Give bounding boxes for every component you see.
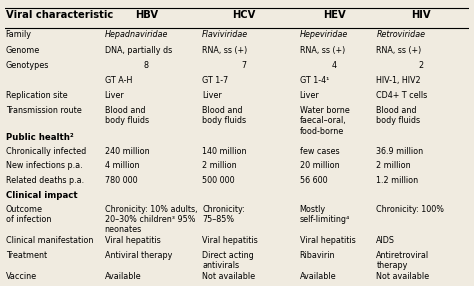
Text: 1.2 million: 1.2 million [376, 176, 419, 185]
Text: 20 million: 20 million [300, 162, 339, 170]
Text: HCV: HCV [232, 10, 255, 20]
Text: Genome: Genome [6, 46, 40, 55]
Text: HIV-1, HIV2: HIV-1, HIV2 [376, 76, 421, 85]
Text: 240 million: 240 million [105, 147, 149, 156]
Text: Ribavirin: Ribavirin [300, 251, 335, 260]
Text: Liver: Liver [202, 91, 222, 100]
Text: Chronically infected: Chronically infected [6, 147, 86, 156]
Text: Blood and
body fluids: Blood and body fluids [105, 106, 149, 125]
Text: Liver: Liver [105, 91, 124, 100]
Text: Hepeviridae: Hepeviridae [300, 30, 348, 39]
Text: 7: 7 [241, 61, 246, 70]
Text: 4: 4 [332, 61, 337, 70]
Text: 2 million: 2 million [376, 162, 411, 170]
Text: 2: 2 [418, 61, 423, 70]
Text: AIDS: AIDS [376, 236, 395, 245]
Text: Flaviviridae: Flaviviridae [202, 30, 248, 39]
Text: GT 1-7: GT 1-7 [202, 76, 228, 85]
Text: RNA, ss (+): RNA, ss (+) [376, 46, 421, 55]
Text: Not available: Not available [376, 272, 429, 281]
Text: Antiretroviral
therapy: Antiretroviral therapy [376, 251, 429, 270]
Text: Antiviral therapy: Antiviral therapy [105, 251, 172, 260]
Text: Direct acting
antivirals: Direct acting antivirals [202, 251, 254, 270]
Text: Viral hepatitis: Viral hepatitis [300, 236, 356, 245]
Text: Viral hepatitis: Viral hepatitis [105, 236, 160, 245]
Text: Hepadnaviridae: Hepadnaviridae [105, 30, 168, 39]
Text: Blood and
body fluids: Blood and body fluids [376, 106, 420, 125]
Text: CD4+ T cells: CD4+ T cells [376, 91, 428, 100]
Text: Genotypes: Genotypes [6, 61, 49, 70]
Text: Retroviridae: Retroviridae [376, 30, 425, 39]
Text: New infections p.a.: New infections p.a. [6, 162, 82, 170]
Text: 8: 8 [144, 61, 149, 70]
Text: 2 million: 2 million [202, 162, 237, 170]
Text: Replication site: Replication site [6, 91, 67, 100]
Text: RNA, ss (+): RNA, ss (+) [300, 46, 345, 55]
Text: Liver: Liver [300, 91, 319, 100]
Text: Vaccine: Vaccine [6, 272, 37, 281]
Text: Blood and
body fluids: Blood and body fluids [202, 106, 246, 125]
Text: Related deaths p.a.: Related deaths p.a. [6, 176, 84, 185]
Text: few cases: few cases [300, 147, 339, 156]
Text: Family: Family [6, 30, 32, 39]
Text: Outcome
of infection: Outcome of infection [6, 205, 51, 224]
Text: Viral hepatitis: Viral hepatitis [202, 236, 258, 245]
Text: Mostly
self-limiting⁴: Mostly self-limiting⁴ [300, 205, 350, 224]
Text: 780 000: 780 000 [105, 176, 137, 185]
Text: 500 000: 500 000 [202, 176, 235, 185]
Text: RNA, ss (+): RNA, ss (+) [202, 46, 247, 55]
Text: 140 million: 140 million [202, 147, 246, 156]
Text: Treatment: Treatment [6, 251, 47, 260]
Text: GT 1-4¹: GT 1-4¹ [300, 76, 329, 85]
Text: Transmission route: Transmission route [6, 106, 82, 115]
Text: 56 600: 56 600 [300, 176, 328, 185]
Text: GT A-H: GT A-H [105, 76, 132, 85]
Text: Public health²: Public health² [6, 133, 73, 142]
Text: Clinical manifestation: Clinical manifestation [6, 236, 93, 245]
Text: DNA, partially ds: DNA, partially ds [105, 46, 172, 55]
Text: Water borne
faecal–oral,
food-borne: Water borne faecal–oral, food-borne [300, 106, 349, 136]
Text: Not available: Not available [202, 272, 255, 281]
Text: Chronicity: 10% adults,
20–30% children³ 95%
neonates: Chronicity: 10% adults, 20–30% children³… [105, 205, 197, 235]
Text: Chronicity: 100%: Chronicity: 100% [376, 205, 444, 214]
Text: 4 million: 4 million [105, 162, 139, 170]
Text: 36.9 million: 36.9 million [376, 147, 423, 156]
Text: HEV: HEV [323, 10, 346, 20]
Text: Clinical impact: Clinical impact [6, 191, 77, 200]
Text: HBV: HBV [135, 10, 158, 20]
Text: HIV: HIV [410, 10, 430, 20]
Text: Chronicity:
75–85%: Chronicity: 75–85% [202, 205, 245, 224]
Text: Viral characteristic: Viral characteristic [6, 10, 113, 20]
Text: Available: Available [105, 272, 141, 281]
Text: Available: Available [300, 272, 337, 281]
